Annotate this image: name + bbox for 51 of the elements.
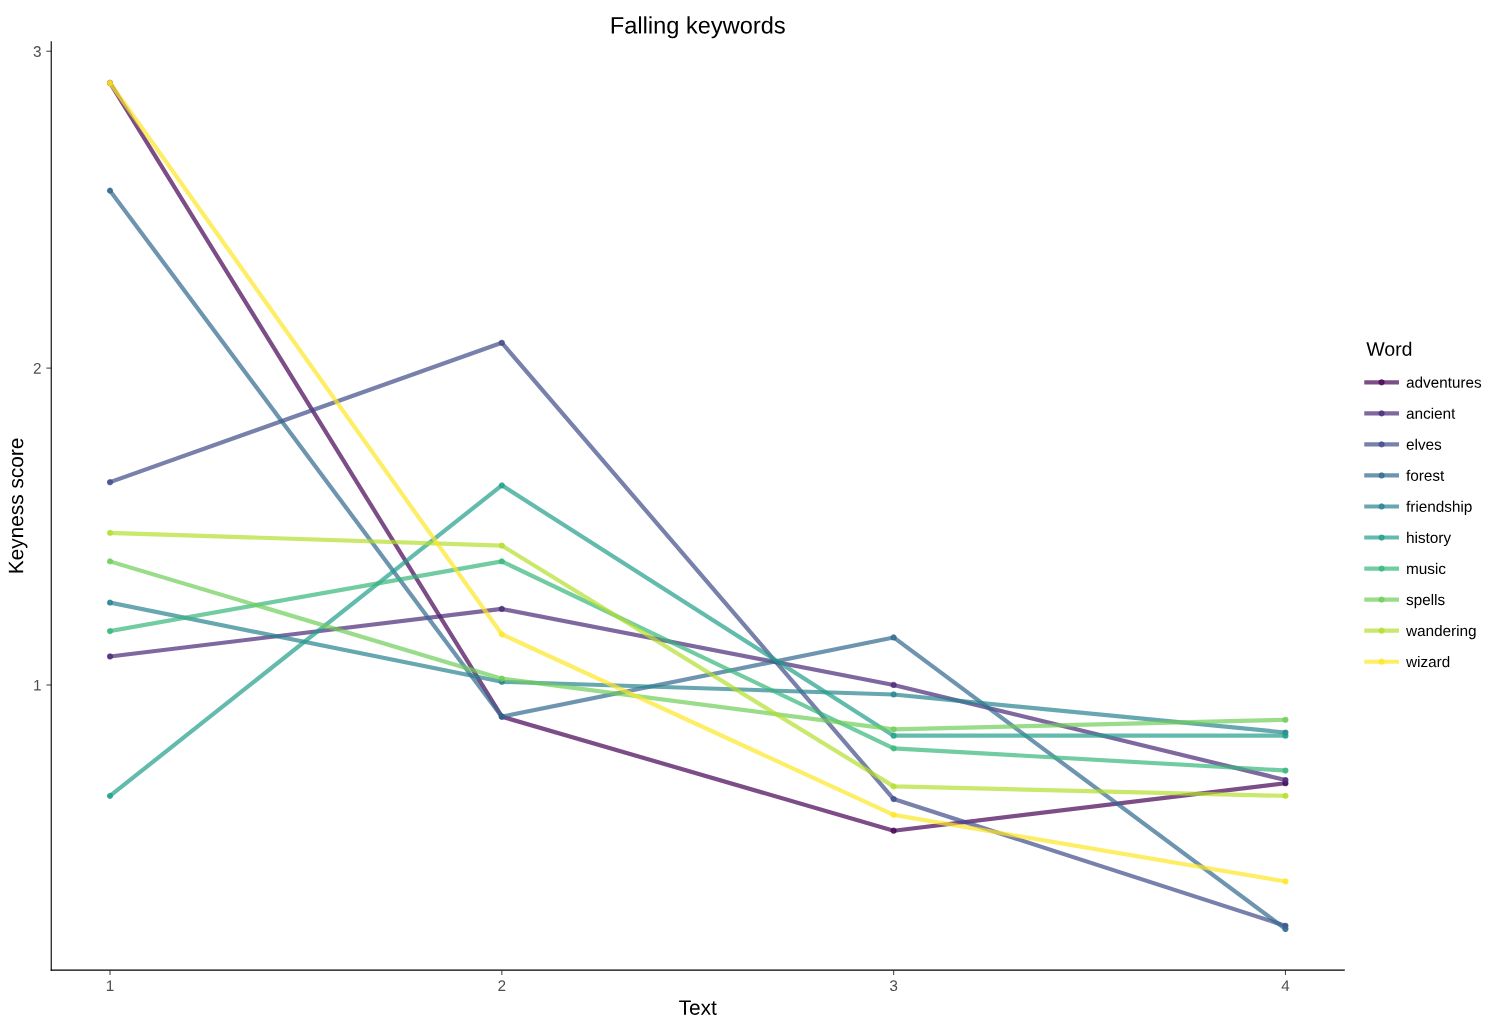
point [890,691,897,698]
x-tick-label: 2 [498,980,506,991]
legend-label: history [1407,531,1452,547]
y-tick-label: 3 [33,46,41,57]
point [106,529,114,537]
legend-label: music [1407,562,1446,575]
point [498,558,505,565]
point [106,479,114,486]
legend-label: elves [1406,438,1442,450]
point [498,339,505,346]
y-axis-title: Keyness score [8,438,28,573]
chart-title: Falling keywords [611,16,785,39]
point [890,827,897,834]
point [1282,767,1289,774]
legend-label: wizard [1406,656,1450,668]
point [1282,878,1289,885]
point [106,599,114,606]
point [106,627,114,635]
point [106,792,114,800]
y-tick-label: 2 [33,362,41,374]
point [890,783,897,790]
point [498,542,505,549]
point [890,726,897,733]
point [106,187,114,194]
point [890,811,897,819]
point [106,653,114,660]
legend-label: wandering [1406,624,1476,640]
y-tick-label: 1 [34,680,41,691]
point [1282,776,1289,784]
point [106,558,114,565]
point [890,681,897,689]
legend-label: forest [1406,469,1445,481]
point [498,605,505,613]
legend-label: adventures [1406,376,1482,388]
point [1282,792,1289,800]
point [890,745,897,752]
legend-title: Word [1366,341,1412,356]
legend-label: ancient [1406,407,1456,419]
x-axis-title: Text [679,1000,717,1015]
point [890,634,897,641]
legend-label: spells [1406,593,1445,609]
x-tick-label: 3 [889,980,898,992]
point [498,482,505,489]
point [1282,925,1289,933]
point [498,631,505,638]
legend-label: friendship [1406,500,1472,516]
x-tick-label: 4 [1281,980,1290,991]
point [1282,716,1289,723]
point [890,732,897,739]
x-tick-label: 1 [106,980,114,991]
point [890,795,897,803]
